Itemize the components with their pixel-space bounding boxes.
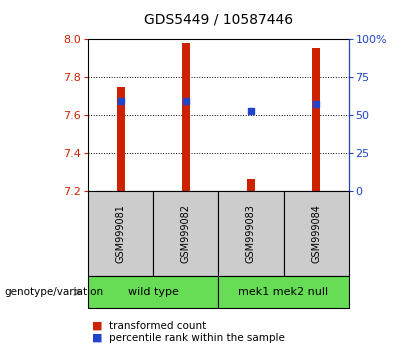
Text: GDS5449 / 10587446: GDS5449 / 10587446	[144, 12, 293, 27]
Text: genotype/variation: genotype/variation	[4, 287, 103, 297]
Text: ■: ■	[92, 333, 103, 343]
Text: transformed count: transformed count	[109, 321, 207, 331]
Text: GSM999082: GSM999082	[181, 204, 191, 263]
Text: mek1 mek2 null: mek1 mek2 null	[239, 287, 328, 297]
Text: GSM999081: GSM999081	[116, 204, 126, 263]
Text: GSM999083: GSM999083	[246, 204, 256, 263]
Text: percentile rank within the sample: percentile rank within the sample	[109, 333, 285, 343]
Bar	[312, 48, 320, 191]
Bar	[247, 179, 255, 191]
Text: GSM999084: GSM999084	[311, 204, 321, 263]
Text: ■: ■	[92, 321, 103, 331]
Bar	[116, 86, 125, 191]
Bar	[181, 43, 190, 191]
Text: wild type: wild type	[128, 287, 179, 297]
